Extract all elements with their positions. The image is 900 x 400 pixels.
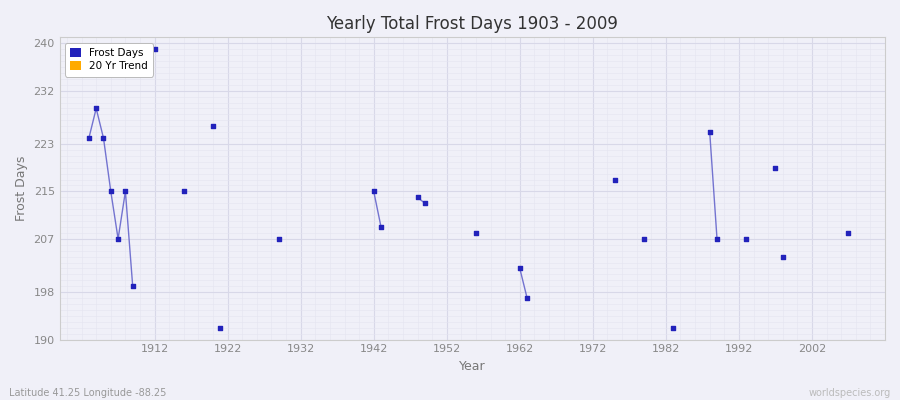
Point <box>513 265 527 272</box>
Point <box>608 176 622 183</box>
X-axis label: Year: Year <box>459 360 486 373</box>
Point <box>366 188 381 195</box>
Point <box>520 295 535 301</box>
Point <box>739 236 753 242</box>
Point <box>842 230 856 236</box>
Point <box>176 188 191 195</box>
Title: Yearly Total Frost Days 1903 - 2009: Yearly Total Frost Days 1903 - 2009 <box>327 15 618 33</box>
Point <box>125 283 140 290</box>
Point <box>776 254 790 260</box>
Point <box>272 236 286 242</box>
Text: worldspecies.org: worldspecies.org <box>809 388 891 398</box>
Legend: Frost Days, 20 Yr Trend: Frost Days, 20 Yr Trend <box>65 42 153 76</box>
Point <box>148 46 162 52</box>
Text: Latitude 41.25 Longitude -88.25: Latitude 41.25 Longitude -88.25 <box>9 388 166 398</box>
Point <box>637 236 652 242</box>
Point <box>104 188 118 195</box>
Point <box>96 135 111 141</box>
Point <box>89 105 104 112</box>
Point <box>213 324 228 331</box>
Point <box>469 230 483 236</box>
Point <box>703 129 717 135</box>
Point <box>666 324 680 331</box>
Point <box>111 236 125 242</box>
Point <box>82 135 96 141</box>
Point <box>118 188 132 195</box>
Point <box>374 224 388 230</box>
Point <box>418 200 432 206</box>
Point <box>769 164 783 171</box>
Y-axis label: Frost Days: Frost Days <box>15 156 28 221</box>
Point <box>710 236 724 242</box>
Point <box>206 123 220 130</box>
Point <box>410 194 425 200</box>
